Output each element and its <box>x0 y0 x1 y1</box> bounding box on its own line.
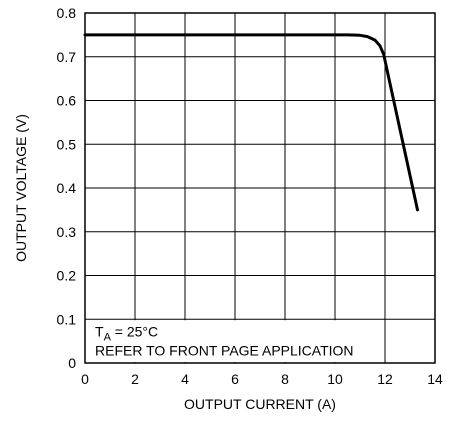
y-tick-label: 0.8 <box>57 5 77 21</box>
y-tick-labels: 0 0.1 0.2 0.3 0.4 0.5 0.6 0.7 0.8 <box>57 5 77 371</box>
x-tick-label: 4 <box>181 371 189 387</box>
grid-lines <box>85 13 435 363</box>
y-tick-label: 0.3 <box>57 224 77 240</box>
temp-subscript: A <box>104 331 112 343</box>
y-tick-label: 0.6 <box>57 93 77 109</box>
x-tick-label: 10 <box>327 371 343 387</box>
x-tick-label: 14 <box>427 371 443 387</box>
x-tick-label: 0 <box>81 371 89 387</box>
x-tick-label: 12 <box>377 371 393 387</box>
plot-frame <box>84 12 436 364</box>
y-tick-label: 0 <box>68 355 76 371</box>
temp-prefix: T <box>95 323 104 339</box>
y-axis-title: OUTPUT VOLTAGE (V) <box>13 114 29 262</box>
application-note: REFER TO FRONT PAGE APPLICATION <box>95 342 354 358</box>
temperature-annotation: TA = 25°C <box>95 323 158 343</box>
y-tick-label: 0.2 <box>57 268 77 284</box>
y-tick-label: 0.4 <box>57 180 77 196</box>
temp-suffix: = 25°C <box>111 323 158 339</box>
series-line <box>83 33 419 212</box>
annotation-background <box>86 320 384 362</box>
x-tick-labels: 0 2 4 6 8 10 12 14 <box>81 371 443 387</box>
y-tick-label: 0.1 <box>57 311 77 327</box>
x-axis-title: OUTPUT CURRENT (A) <box>184 396 336 412</box>
y-tick-label: 0.5 <box>57 136 77 152</box>
x-tick-label: 2 <box>131 371 139 387</box>
x-tick-label: 6 <box>231 371 239 387</box>
x-tick-label: 8 <box>281 371 289 387</box>
y-tick-label: 0.7 <box>57 49 77 65</box>
